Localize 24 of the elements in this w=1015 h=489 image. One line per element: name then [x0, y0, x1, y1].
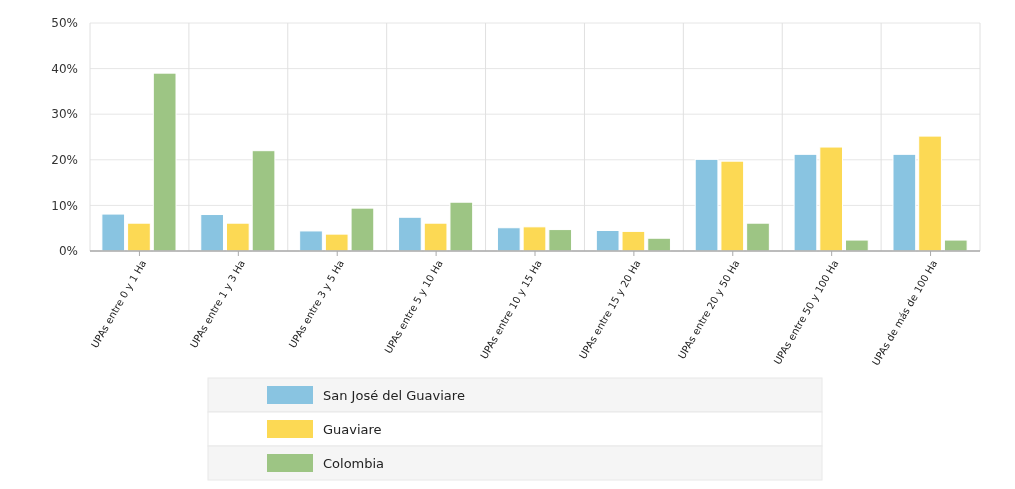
y-tick-label: 30% — [51, 107, 78, 122]
bar — [127, 222, 151, 252]
bar — [746, 222, 770, 252]
y-tick-label: 40% — [51, 61, 78, 76]
legend-label: Guaviare — [323, 421, 382, 437]
bar — [225, 222, 250, 252]
bar — [845, 239, 869, 252]
bar — [793, 153, 818, 252]
legend-label: Colombia — [323, 455, 385, 471]
bar — [251, 150, 276, 252]
y-tick-label: 10% — [51, 198, 78, 213]
y-tick-label: 50% — [51, 16, 78, 31]
y-tick-label: 0% — [58, 244, 78, 259]
y-tick-label: 20% — [51, 153, 78, 167]
bar — [943, 239, 968, 252]
bar — [299, 230, 323, 252]
bar — [152, 72, 177, 252]
bar — [819, 146, 844, 252]
legend-label: San José del Guaviare — [323, 387, 465, 403]
bar — [892, 153, 917, 252]
bar — [101, 213, 126, 252]
bar — [200, 214, 224, 252]
bar — [918, 135, 942, 252]
bar — [398, 216, 422, 252]
